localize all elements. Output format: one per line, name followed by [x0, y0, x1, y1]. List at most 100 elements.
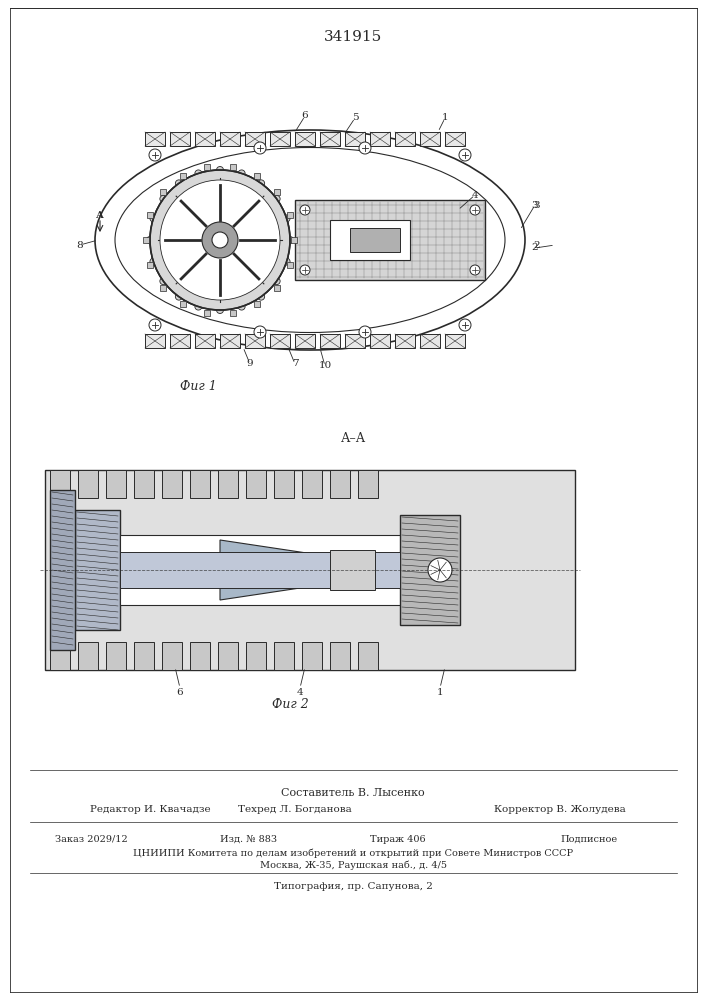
FancyBboxPatch shape [295, 200, 485, 280]
Text: 7: 7 [292, 360, 298, 368]
FancyBboxPatch shape [50, 470, 70, 498]
Circle shape [257, 180, 264, 187]
Circle shape [150, 258, 157, 265]
Text: 3: 3 [532, 200, 538, 210]
Circle shape [202, 222, 238, 258]
Text: 2: 2 [532, 243, 538, 252]
FancyBboxPatch shape [274, 285, 280, 291]
FancyBboxPatch shape [445, 334, 465, 348]
FancyBboxPatch shape [295, 132, 315, 146]
FancyBboxPatch shape [78, 470, 98, 498]
FancyBboxPatch shape [134, 470, 154, 498]
FancyBboxPatch shape [134, 642, 154, 670]
FancyBboxPatch shape [370, 132, 390, 146]
Circle shape [283, 258, 290, 265]
Text: 8: 8 [76, 240, 83, 249]
Circle shape [150, 170, 290, 310]
Text: 1: 1 [442, 113, 448, 122]
FancyBboxPatch shape [395, 132, 415, 146]
Text: 6: 6 [302, 111, 308, 120]
Circle shape [273, 195, 280, 202]
Circle shape [470, 265, 480, 275]
Text: А–А: А–А [340, 432, 366, 445]
FancyBboxPatch shape [106, 470, 126, 498]
Text: 9: 9 [247, 360, 253, 368]
Circle shape [359, 326, 371, 338]
Circle shape [254, 142, 266, 154]
FancyBboxPatch shape [162, 642, 182, 670]
Text: Типография, пр. Сапунова, 2: Типография, пр. Сапунова, 2 [274, 882, 433, 891]
Text: 5: 5 [351, 113, 358, 122]
FancyBboxPatch shape [180, 173, 186, 179]
Text: Тираж 406: Тираж 406 [370, 835, 426, 844]
FancyBboxPatch shape [286, 212, 293, 218]
Text: 10: 10 [318, 361, 332, 370]
Circle shape [428, 558, 452, 582]
FancyBboxPatch shape [204, 164, 210, 170]
FancyBboxPatch shape [246, 642, 266, 670]
Circle shape [286, 236, 293, 243]
Circle shape [175, 180, 182, 187]
Circle shape [175, 293, 182, 300]
FancyBboxPatch shape [330, 220, 410, 260]
FancyBboxPatch shape [50, 490, 75, 650]
FancyBboxPatch shape [320, 334, 340, 348]
Circle shape [195, 303, 202, 310]
Circle shape [300, 205, 310, 215]
Circle shape [149, 319, 161, 331]
FancyBboxPatch shape [160, 285, 166, 291]
FancyBboxPatch shape [245, 334, 265, 348]
FancyBboxPatch shape [120, 535, 420, 605]
FancyBboxPatch shape [254, 173, 260, 179]
Circle shape [300, 265, 310, 275]
Circle shape [160, 278, 167, 285]
FancyBboxPatch shape [75, 510, 120, 630]
FancyBboxPatch shape [420, 334, 440, 348]
FancyBboxPatch shape [245, 132, 265, 146]
FancyBboxPatch shape [274, 642, 294, 670]
FancyBboxPatch shape [50, 642, 70, 670]
FancyBboxPatch shape [350, 228, 400, 252]
FancyBboxPatch shape [246, 470, 266, 498]
FancyBboxPatch shape [230, 310, 236, 316]
FancyBboxPatch shape [145, 132, 165, 146]
Circle shape [216, 166, 223, 174]
Text: 4: 4 [472, 190, 479, 200]
Polygon shape [220, 540, 340, 600]
Circle shape [459, 319, 471, 331]
FancyBboxPatch shape [148, 262, 153, 268]
Text: Москва, Ж-35, Раушская наб., д. 4/5: Москва, Ж-35, Раушская наб., д. 4/5 [259, 860, 447, 869]
FancyBboxPatch shape [218, 642, 238, 670]
FancyBboxPatch shape [145, 334, 165, 348]
Text: Корректор В. Жолудева: Корректор В. Жолудева [494, 805, 626, 814]
FancyBboxPatch shape [291, 237, 297, 243]
FancyBboxPatch shape [330, 642, 350, 670]
FancyBboxPatch shape [345, 132, 365, 146]
FancyBboxPatch shape [330, 550, 375, 590]
FancyBboxPatch shape [170, 334, 190, 348]
FancyBboxPatch shape [345, 334, 365, 348]
FancyBboxPatch shape [170, 132, 190, 146]
FancyBboxPatch shape [218, 470, 238, 498]
Circle shape [146, 236, 153, 243]
Circle shape [150, 215, 157, 222]
FancyBboxPatch shape [148, 212, 153, 218]
Circle shape [254, 326, 266, 338]
FancyBboxPatch shape [254, 301, 260, 307]
Text: Редактор И. Квачадзе: Редактор И. Квачадзе [90, 805, 211, 814]
FancyBboxPatch shape [78, 642, 98, 670]
FancyBboxPatch shape [330, 470, 350, 498]
Circle shape [216, 306, 223, 314]
FancyBboxPatch shape [143, 237, 149, 243]
Text: Составитель В. Лысенко: Составитель В. Лысенко [281, 788, 425, 798]
Text: Фиг 2: Фиг 2 [271, 698, 308, 711]
FancyBboxPatch shape [220, 132, 240, 146]
FancyBboxPatch shape [230, 164, 236, 170]
Circle shape [195, 170, 202, 177]
Circle shape [160, 180, 280, 300]
FancyBboxPatch shape [195, 132, 215, 146]
FancyBboxPatch shape [302, 642, 322, 670]
Circle shape [212, 232, 228, 248]
Text: А: А [96, 211, 104, 220]
Circle shape [283, 215, 290, 222]
